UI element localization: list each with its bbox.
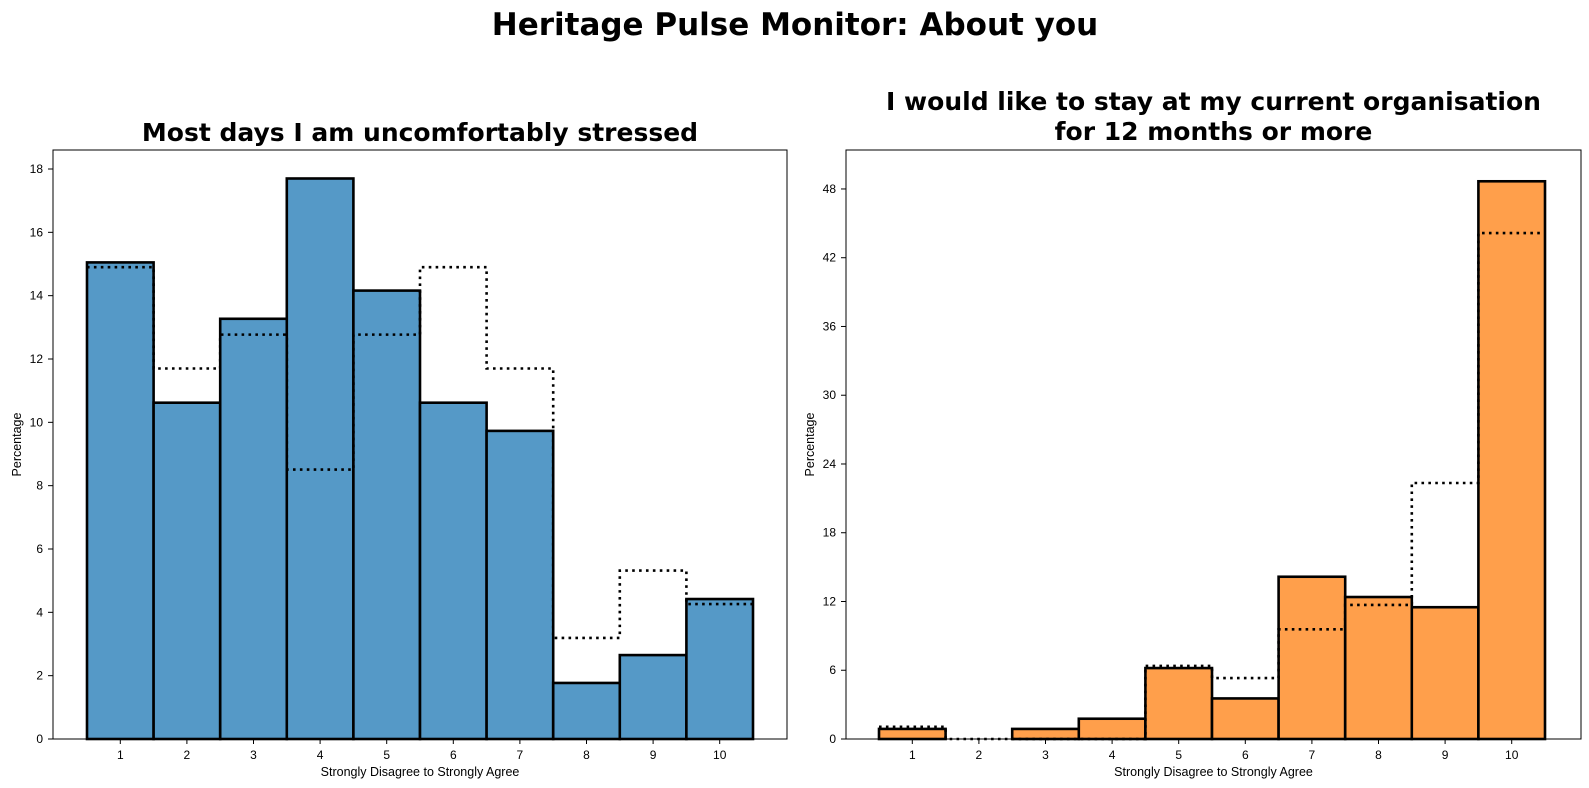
y-tick-label: 36 xyxy=(823,319,837,333)
axes-frame xyxy=(52,149,788,740)
y-tick-label: 48 xyxy=(823,182,837,196)
x-tick-label: 2 xyxy=(976,748,983,762)
bar xyxy=(877,727,947,741)
x-tick-label: 6 xyxy=(450,748,457,762)
bar xyxy=(1210,697,1280,741)
x-tick-label: 10 xyxy=(1505,748,1519,762)
x-axis-label: Strongly Disagree to Strongly Agree xyxy=(1114,765,1313,779)
y-tick-label: 42 xyxy=(823,251,837,265)
chart-title-line: I would like to stay at my current organ… xyxy=(886,87,1541,116)
bar xyxy=(152,401,222,741)
bar xyxy=(85,261,155,741)
bar xyxy=(1010,727,1081,741)
x-tick-label: 10 xyxy=(713,748,727,762)
y-tick-label: 6 xyxy=(829,663,836,677)
bar xyxy=(1144,666,1214,741)
x-tick-label: 5 xyxy=(1175,748,1182,762)
y-tick-label: 18 xyxy=(30,162,44,176)
x-axis-label: Strongly Disagree to Strongly Agree xyxy=(321,765,520,779)
chart-stressed: Most days I am uncomfortably stressed 0 2 4… xyxy=(10,118,788,779)
y-tick-label: 24 xyxy=(823,457,837,471)
y-tick-label: 6 xyxy=(36,542,43,556)
y-tick-label: 0 xyxy=(36,732,43,746)
figure-title: Heritage Pulse Monitor: About you xyxy=(492,7,1098,43)
y-tick-label: 16 xyxy=(30,225,44,239)
y-tick-label: 18 xyxy=(823,526,837,540)
x-tick-label: 2 xyxy=(184,748,191,762)
bar xyxy=(218,317,289,741)
y-tick-label: 12 xyxy=(30,352,44,366)
bar xyxy=(1277,575,1347,741)
x-tick-label: 7 xyxy=(517,748,524,762)
chart-title-line: Most days I am uncomfortably stressed xyxy=(142,118,698,147)
bar xyxy=(1410,605,1480,741)
x-tick-label: 4 xyxy=(317,748,324,762)
bar xyxy=(352,289,422,741)
x-tick-label: 3 xyxy=(1042,748,1049,762)
y-tick-label: 0 xyxy=(829,732,836,746)
comparison-step-line xyxy=(879,231,1545,741)
bar xyxy=(1343,595,1414,741)
axes-frame xyxy=(845,149,1582,740)
x-tick-label: 9 xyxy=(1442,748,1449,762)
bar xyxy=(551,681,622,741)
y-tick-label: 2 xyxy=(36,669,43,683)
chart-title-line: for 12 months or more xyxy=(1055,117,1373,146)
y-tick-label: 30 xyxy=(823,388,837,402)
bar xyxy=(1477,179,1547,741)
x-tick-label: 8 xyxy=(583,748,590,762)
x-tick-label: 7 xyxy=(1309,748,1316,762)
y-axis-label: Percentage xyxy=(803,412,817,476)
x-tick-label: 6 xyxy=(1242,748,1249,762)
x-tick-label: 9 xyxy=(650,748,657,762)
y-tick-label: 8 xyxy=(36,479,43,493)
bar xyxy=(1077,717,1147,741)
x-tick-label: 3 xyxy=(250,748,257,762)
bar xyxy=(685,597,755,741)
bar xyxy=(618,653,688,741)
x-tick-label: 4 xyxy=(1109,748,1116,762)
y-tick-label: 12 xyxy=(823,594,837,608)
x-tick-label: 1 xyxy=(117,748,124,762)
y-tick-label: 14 xyxy=(30,289,44,303)
chart-stay-12-months: I would like to stay at my current organ… xyxy=(803,87,1582,779)
bar xyxy=(418,401,488,741)
x-tick-label: 5 xyxy=(383,748,390,762)
x-tick-label: 8 xyxy=(1375,748,1382,762)
y-axis-label: Percentage xyxy=(10,412,24,476)
y-tick-label: 4 xyxy=(36,605,43,619)
bar xyxy=(485,429,555,741)
bar xyxy=(285,177,355,741)
y-tick-label: 10 xyxy=(30,415,44,429)
x-tick-label: 1 xyxy=(909,748,916,762)
